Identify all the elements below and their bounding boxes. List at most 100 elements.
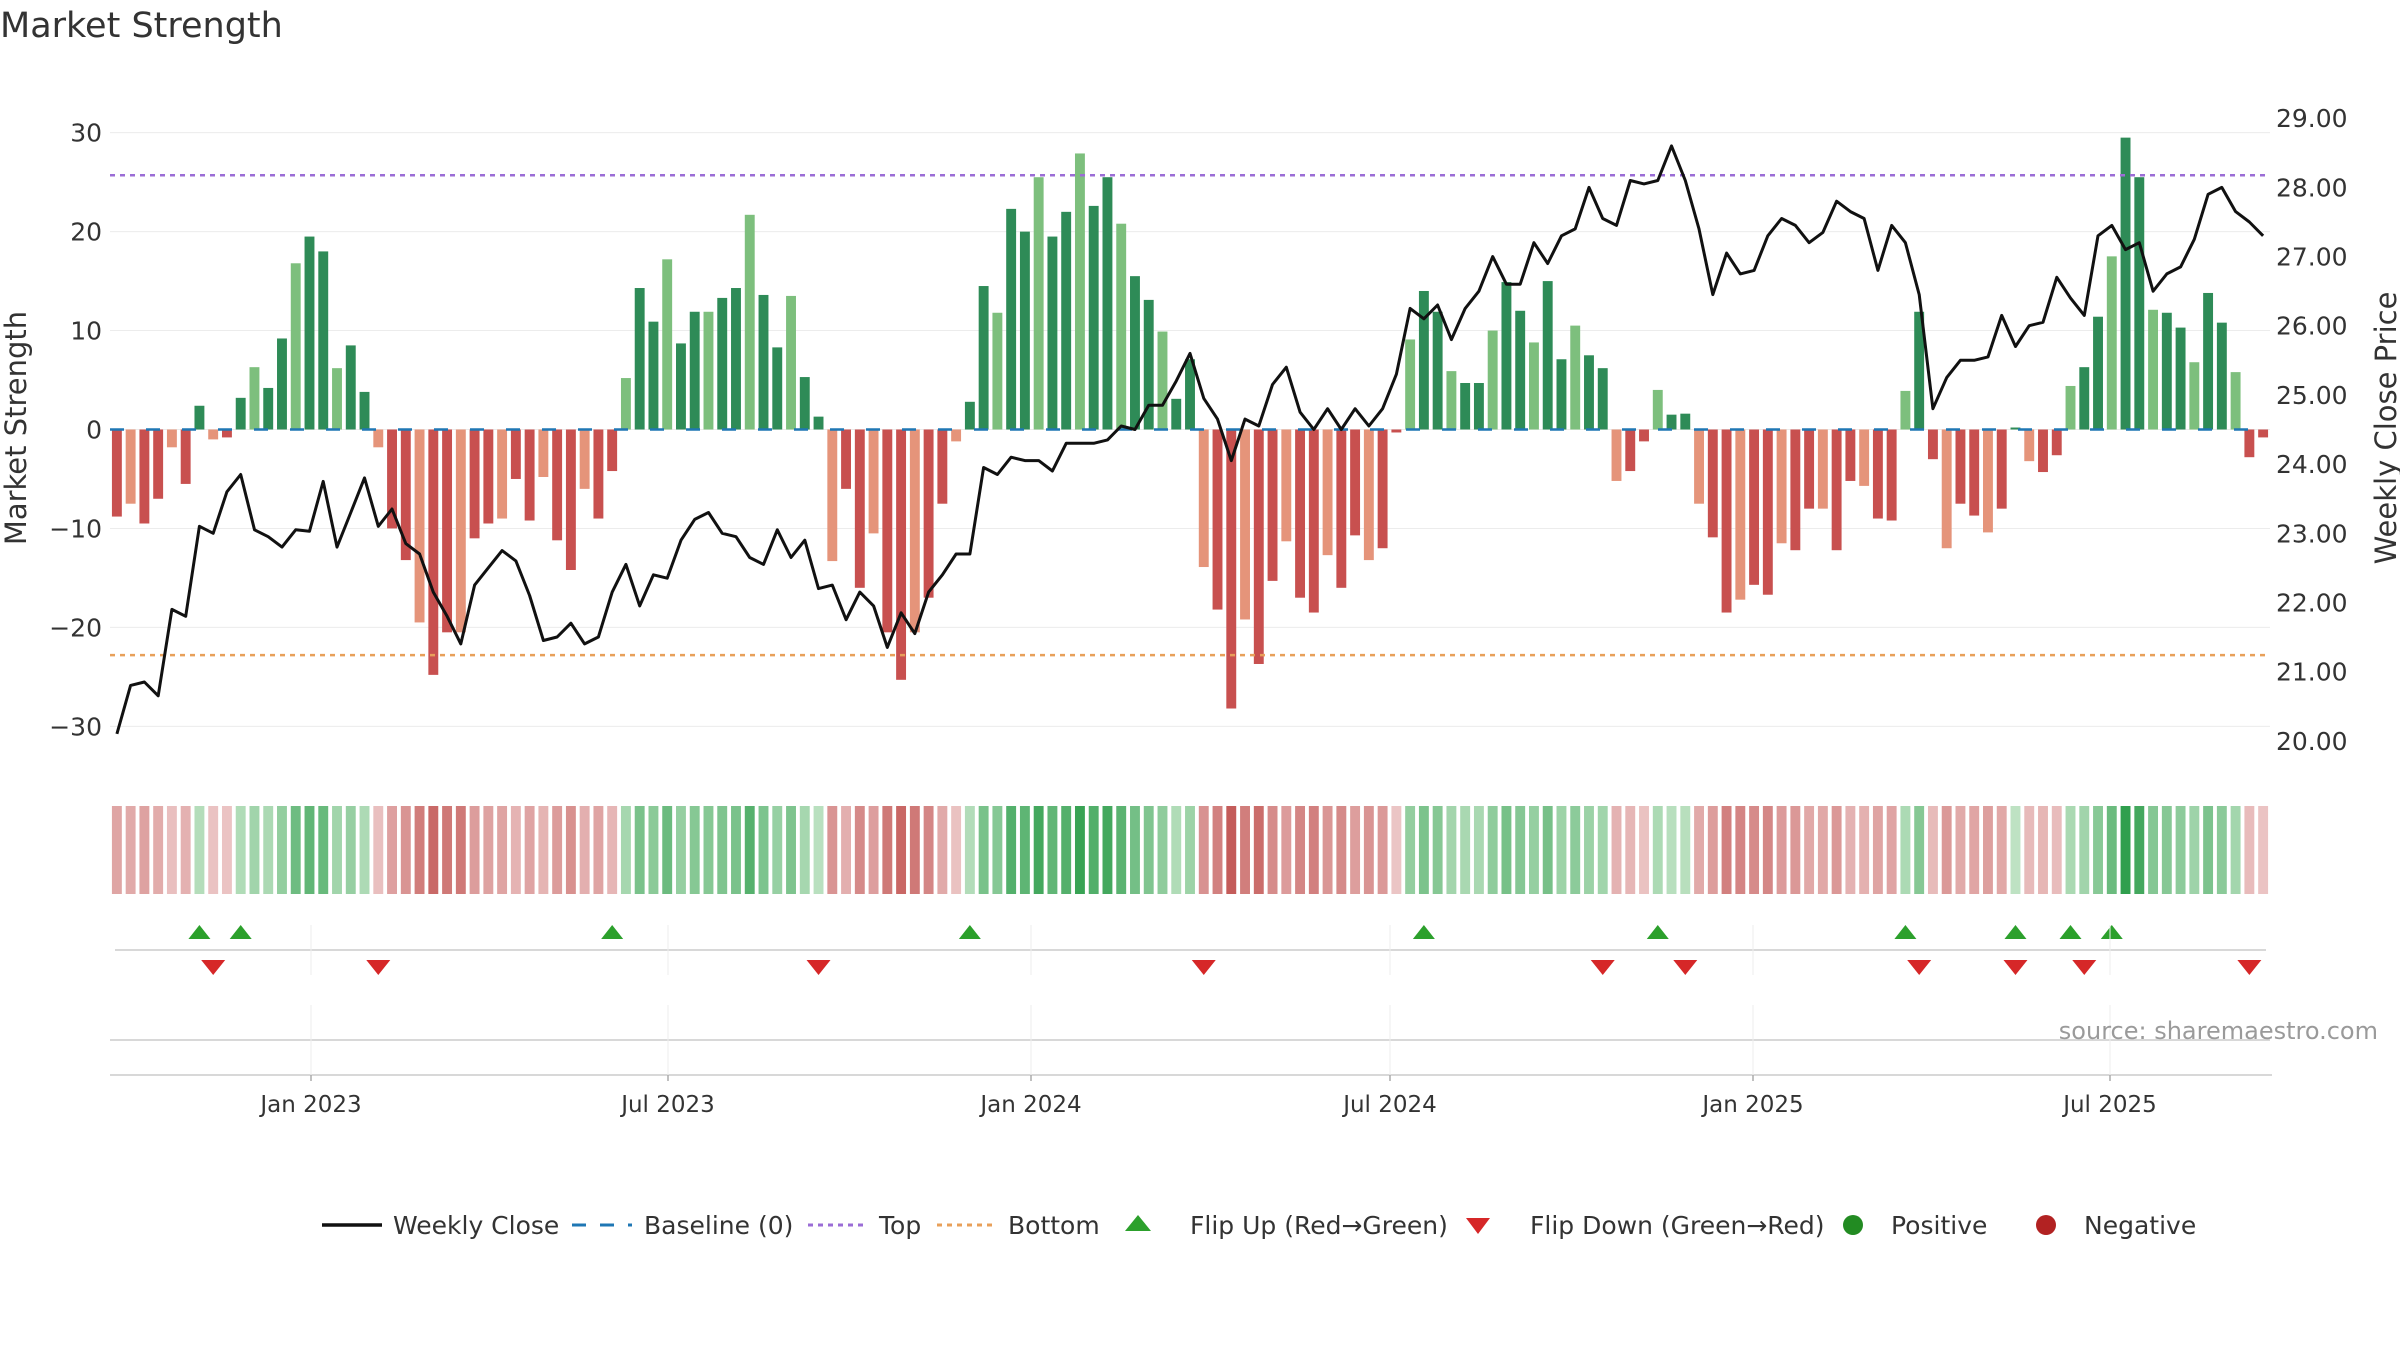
heat-cell	[180, 806, 191, 894]
heat-cell	[1666, 806, 1677, 894]
strength-bar	[1006, 208, 1017, 430]
heat-cell	[593, 806, 604, 894]
strength-bar	[1983, 429, 1993, 533]
strength-bar	[345, 345, 356, 430]
strength-bar	[1487, 330, 1498, 430]
flip-down-marker	[1673, 960, 1698, 975]
strength-bar	[703, 311, 714, 430]
strength-bar	[1308, 429, 1319, 613]
left-tick-label: 20	[70, 218, 102, 247]
heat-cell	[731, 806, 741, 894]
left-tick-label: 0	[86, 416, 102, 445]
heat-cell	[1542, 806, 1553, 894]
weekly-close-line	[115, 144, 2265, 735]
heat-cell	[772, 806, 783, 894]
strength-bar	[620, 378, 631, 430]
heat-cell	[263, 806, 274, 894]
strength-bar	[497, 429, 508, 519]
heat-cell	[620, 806, 631, 894]
flip-down-marker	[1590, 960, 1615, 975]
legend-swatch	[1125, 1215, 1151, 1231]
heat-cell	[1528, 806, 1539, 894]
heat-cell	[1047, 806, 1058, 894]
heat-cell	[1171, 806, 1182, 894]
flip-up-marker	[2004, 925, 2027, 939]
heat-cell	[1363, 806, 1374, 894]
heat-cell	[676, 806, 686, 894]
strength-bar	[717, 297, 728, 430]
heat-cell	[442, 806, 453, 894]
heat-cell	[1336, 806, 1347, 894]
strength-bar	[208, 429, 219, 440]
strength-bar	[579, 429, 590, 489]
strength-bar	[2093, 316, 2103, 430]
right-tick-label: 22.00	[2276, 588, 2348, 617]
strength-bar	[648, 321, 659, 430]
heat-cell	[937, 806, 948, 894]
heat-cell	[1157, 806, 1168, 894]
heat-cell	[1405, 806, 1416, 894]
heat-cell	[510, 806, 521, 894]
strength-bar	[676, 343, 686, 430]
heat-cell	[1625, 806, 1636, 894]
flip-up-marker	[188, 925, 211, 939]
strength-bar	[854, 429, 865, 588]
strength-bar	[565, 429, 576, 570]
heat-cell	[1295, 806, 1306, 894]
strength-bar	[1694, 429, 1704, 504]
strength-bar	[923, 429, 934, 598]
flip-up-marker	[601, 925, 624, 939]
heat-cell	[318, 806, 329, 894]
right-axis: 29.00 28.00 27.00 26.00 25.00 24.00 23.00 22.00…	[2276, 104, 2348, 756]
strength-bar	[414, 429, 425, 623]
heat-cell	[1721, 806, 1732, 894]
strength-bar	[593, 429, 604, 519]
strength-bar	[1418, 290, 1429, 430]
heat-cell	[2106, 806, 2117, 894]
strength-bar	[634, 288, 645, 430]
heat-cell	[1130, 806, 1140, 894]
strength-bar	[235, 397, 246, 430]
strength-bar	[1831, 429, 1842, 551]
reference-lines	[110, 173, 2270, 657]
heat-cell	[469, 806, 480, 894]
legend-item: Weekly Close	[322, 1211, 559, 1240]
heat-cell	[2038, 806, 2048, 894]
strength-bar	[2051, 429, 2062, 456]
legend-label: Baseline (0)	[644, 1211, 793, 1240]
strength-bar	[1501, 282, 1512, 430]
legend-label: Top	[878, 1211, 921, 1240]
strength-bar	[332, 368, 342, 430]
legend-item: Flip Down (Green→Red)	[1466, 1211, 1825, 1240]
heat-cell	[648, 806, 659, 894]
strength-bar	[318, 251, 329, 430]
strength-bar	[1143, 299, 1154, 430]
legend-label: Negative	[2084, 1211, 2196, 1240]
strength-bar	[1460, 382, 1471, 430]
heat-cell	[1707, 806, 1718, 894]
legend-item: Negative	[2036, 1211, 2196, 1240]
heat-cell	[689, 806, 700, 894]
strength-bar	[1927, 429, 1938, 460]
strength-bar	[1157, 331, 1168, 430]
strength-bar	[1473, 382, 1484, 430]
heat-cell	[579, 806, 590, 894]
strength-bar	[221, 429, 232, 438]
heat-cell	[483, 806, 494, 894]
heat-cell	[1446, 806, 1457, 894]
strength-bar	[882, 429, 893, 633]
flip-down-marker	[2072, 960, 2097, 975]
strength-bar	[552, 429, 563, 541]
heat-cell	[2024, 806, 2035, 894]
heat-cell	[139, 806, 150, 894]
strength-bar	[2216, 322, 2227, 430]
strength-bar	[2065, 385, 2076, 430]
heat-cell	[1391, 806, 1402, 894]
strength-bar	[277, 338, 287, 430]
strength-bar	[524, 429, 535, 521]
heat-cell	[1900, 806, 1911, 894]
strength-bar	[827, 429, 838, 562]
legend-swatch	[1466, 1218, 1490, 1234]
heat-cell	[827, 806, 838, 894]
